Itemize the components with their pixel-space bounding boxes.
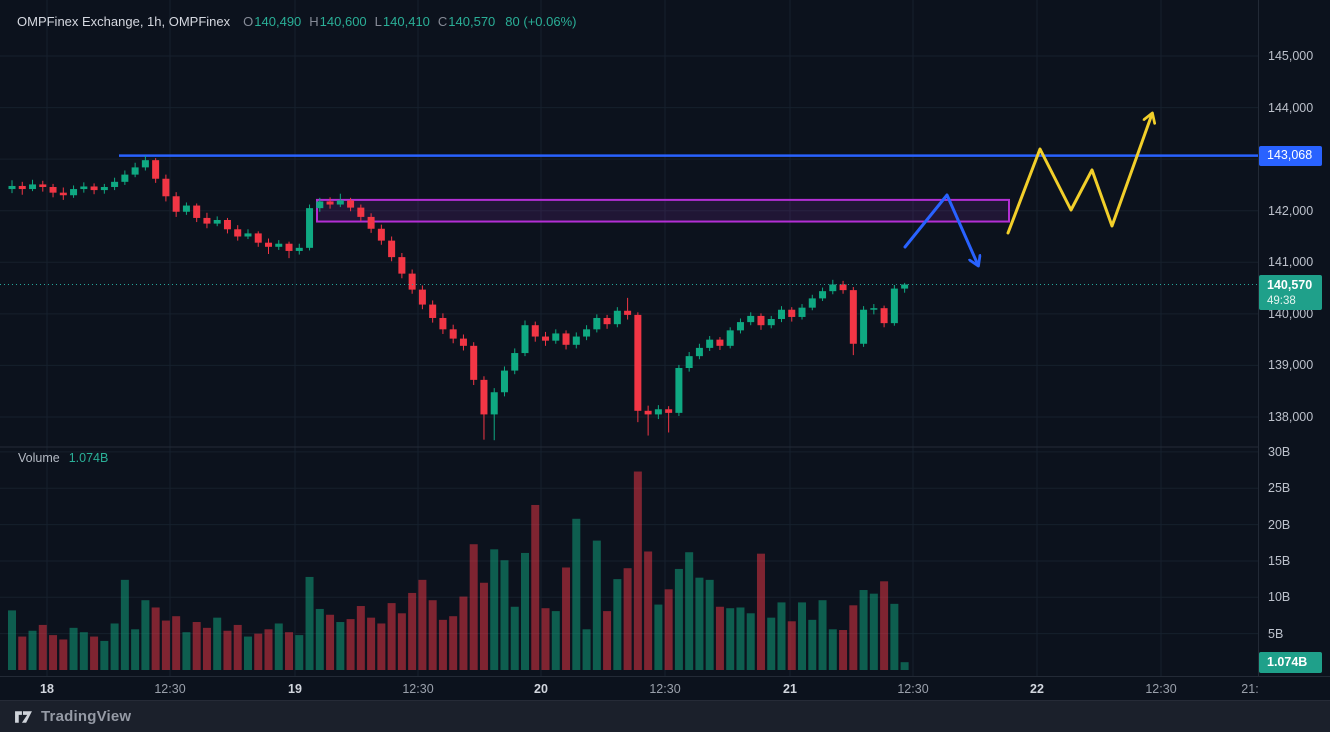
open-value: 140,490	[254, 14, 302, 29]
time-axis-label: 19	[288, 682, 302, 696]
close-label: C	[437, 14, 448, 29]
current-volume-badge: 1.074B	[1259, 652, 1322, 673]
current-price-badge: 140,570 49:38	[1259, 275, 1322, 311]
volume-axis-label: 5B	[1268, 626, 1284, 641]
drawing-rectangle-zone[interactable]	[316, 198, 1010, 223]
low-label: L	[374, 14, 382, 29]
footer-bar: TradingView	[0, 700, 1330, 732]
volume-axis-label: 25B	[1268, 481, 1291, 496]
time-axis-label: 12:30	[649, 682, 681, 696]
low-value: 140,410	[382, 14, 430, 29]
time-axis[interactable]: 18 12:30 19 12:30 20 12:30 21 12:30 22 12:30 21:	[0, 676, 1330, 700]
tradingview-logo-icon[interactable]	[14, 709, 33, 725]
drawing-yellow-arrow[interactable]	[1006, 114, 1152, 235]
volume-axis-label: 30B	[1268, 444, 1291, 459]
time-axis-label: 22	[1030, 682, 1044, 696]
time-axis-label: 18	[40, 682, 54, 696]
tradingview-brand-text[interactable]: TradingView	[41, 708, 132, 725]
price-axis-label: 140,000	[1268, 306, 1314, 321]
volume-legend[interactable]: Volume 1.074B	[18, 451, 108, 465]
price-axis-label: 139,000	[1268, 358, 1314, 373]
price-axis-label: 141,000	[1268, 255, 1314, 270]
price-axis-label: 142,000	[1268, 203, 1314, 218]
grid-layer	[0, 0, 1258, 676]
time-axis-label: 12:30	[154, 682, 186, 696]
time-axis-label: 12:30	[402, 682, 434, 696]
symbol-legend: OMPFinex Exchange, 1h, OMPFinex O 140,490…	[17, 14, 576, 29]
symbol-title[interactable]: OMPFinex Exchange, 1h, OMPFinex	[17, 14, 231, 29]
time-axis-label: 12:30	[1145, 682, 1177, 696]
open-label: O	[243, 14, 254, 29]
price-axis-label: 138,000	[1268, 409, 1314, 424]
price-axis-label: 145,000	[1268, 49, 1314, 63]
time-axis-label: 21	[783, 682, 797, 696]
time-axis-label: 21:	[1241, 682, 1259, 696]
volume-axis-label: 15B	[1268, 553, 1291, 568]
change-value: 80 (+0.06%)	[505, 14, 577, 29]
volume-value: 1.074B	[68, 451, 109, 465]
drawing-blue-arrow[interactable]	[903, 193, 978, 265]
candle-series[interactable]	[8, 155, 909, 441]
price-axis-label: 144,000	[1268, 100, 1314, 115]
close-value: 140,570	[448, 14, 496, 29]
high-value: 140,600	[319, 14, 367, 29]
volume-series[interactable]	[8, 471, 909, 670]
volume-axis-label: 20B	[1268, 517, 1291, 532]
price-axis[interactable]: 145,000 144,000 142,000 141,000 140,000 139,0…	[1258, 0, 1330, 676]
time-axis-label: 20	[534, 682, 548, 696]
volume-axis-label: 10B	[1268, 590, 1291, 605]
high-label: H	[309, 14, 319, 29]
chart-canvas[interactable]	[0, 0, 1258, 676]
line-price-badge: 143,068	[1259, 145, 1322, 167]
time-axis-label: 12:30	[897, 682, 929, 696]
volume-label: Volume	[18, 451, 60, 465]
